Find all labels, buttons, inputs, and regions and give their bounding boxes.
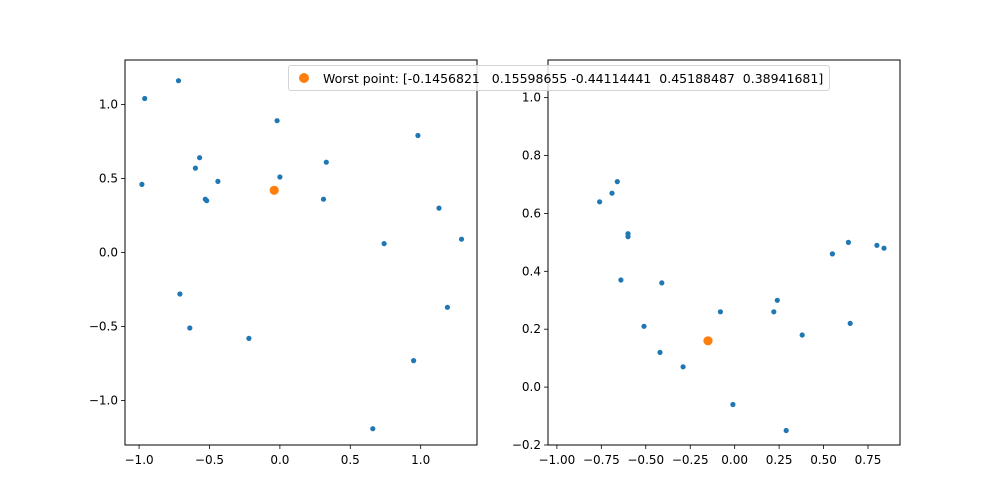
data-point xyxy=(774,297,780,303)
x-tick-label: 0.25 xyxy=(766,453,793,467)
y-tick-label: 0.0 xyxy=(522,380,541,394)
data-point xyxy=(614,179,620,185)
worst-point-marker xyxy=(269,185,279,195)
legend: Worst point: [-0.1456821 0.15598655 -0.4… xyxy=(288,65,831,91)
data-point xyxy=(215,178,221,184)
y-tick-label: 0.6 xyxy=(522,206,541,220)
data-point xyxy=(680,364,686,370)
x-tick-label: 0.0 xyxy=(270,453,289,467)
data-point xyxy=(142,95,148,102)
data-point xyxy=(370,426,376,432)
data-point xyxy=(436,205,442,211)
x-tick-label: 0.75 xyxy=(855,453,882,467)
x-tick-label: 0.00 xyxy=(721,453,748,467)
data-point xyxy=(411,358,417,364)
data-point xyxy=(192,165,198,171)
data-point xyxy=(618,277,624,283)
y-tick-label: 0.8 xyxy=(522,149,541,163)
data-point xyxy=(381,241,387,247)
left-scatter-panel: −1.0 −0.5 0.0 0.5 1.0 −1.0 −0.5 0.0 0.5 1.0 xyxy=(89,59,478,467)
data-point xyxy=(641,323,647,329)
data-point xyxy=(625,234,631,240)
worst-point-legend-marker xyxy=(299,73,309,83)
y-tick-label: −0.2 xyxy=(512,438,541,452)
data-point xyxy=(444,304,450,310)
x-tick-label: 0.5 xyxy=(341,453,360,467)
legend-label: Worst point: [-0.1456821 0.15598655 -0.4… xyxy=(323,70,824,86)
data-point xyxy=(187,325,193,331)
data-point xyxy=(415,132,421,139)
worst-point-marker xyxy=(703,336,713,346)
data-point xyxy=(177,291,183,297)
data-point xyxy=(874,242,880,248)
data-point xyxy=(323,159,329,165)
data-point xyxy=(609,190,615,196)
data-point xyxy=(657,349,663,355)
axes-frame xyxy=(547,59,901,446)
y-tick-label: −0.5 xyxy=(89,320,118,334)
data-point xyxy=(197,155,203,161)
data-point xyxy=(829,251,836,257)
x-tick-label: −0.75 xyxy=(583,453,620,467)
x-tick-label: −1.00 xyxy=(538,453,575,467)
data-point xyxy=(458,236,465,242)
data-point xyxy=(277,174,283,180)
right-scatter-panel: −1.00 −0.75 −0.50 −0.25 0.00 0.25 0.50 0.75 −0.2… xyxy=(512,59,901,467)
data-point xyxy=(597,199,603,205)
y-tick-label: 0.2 xyxy=(522,322,541,336)
data-point xyxy=(274,118,280,124)
x-tick-label: −0.25 xyxy=(672,453,709,467)
data-point xyxy=(175,78,182,84)
data-point xyxy=(659,280,665,286)
data-point xyxy=(847,320,853,326)
data-point xyxy=(771,309,777,315)
data-point xyxy=(320,196,327,202)
x-tick-label: 1.0 xyxy=(411,453,430,467)
y-tick-label: 1.0 xyxy=(522,91,541,105)
y-tick-label: −1.0 xyxy=(89,394,118,408)
data-point xyxy=(204,198,210,204)
data-point xyxy=(246,335,252,341)
y-tick-label: 0.5 xyxy=(99,171,118,185)
data-point xyxy=(845,239,852,245)
data-point xyxy=(881,245,887,251)
y-tick-label: 1.0 xyxy=(99,97,118,111)
y-tick-label: 0.4 xyxy=(522,264,541,278)
data-point xyxy=(799,332,805,338)
y-tick-label: 0.0 xyxy=(99,246,118,260)
data-point xyxy=(139,181,145,187)
x-tick-label: −0.50 xyxy=(627,453,664,467)
x-tick-label: −1.0 xyxy=(125,453,154,467)
data-point xyxy=(730,401,736,408)
data-point xyxy=(717,309,724,315)
x-tick-label: 0.50 xyxy=(810,453,837,467)
axes-frame xyxy=(124,59,478,446)
x-tick-label: −0.5 xyxy=(195,453,224,467)
data-point xyxy=(783,427,789,434)
